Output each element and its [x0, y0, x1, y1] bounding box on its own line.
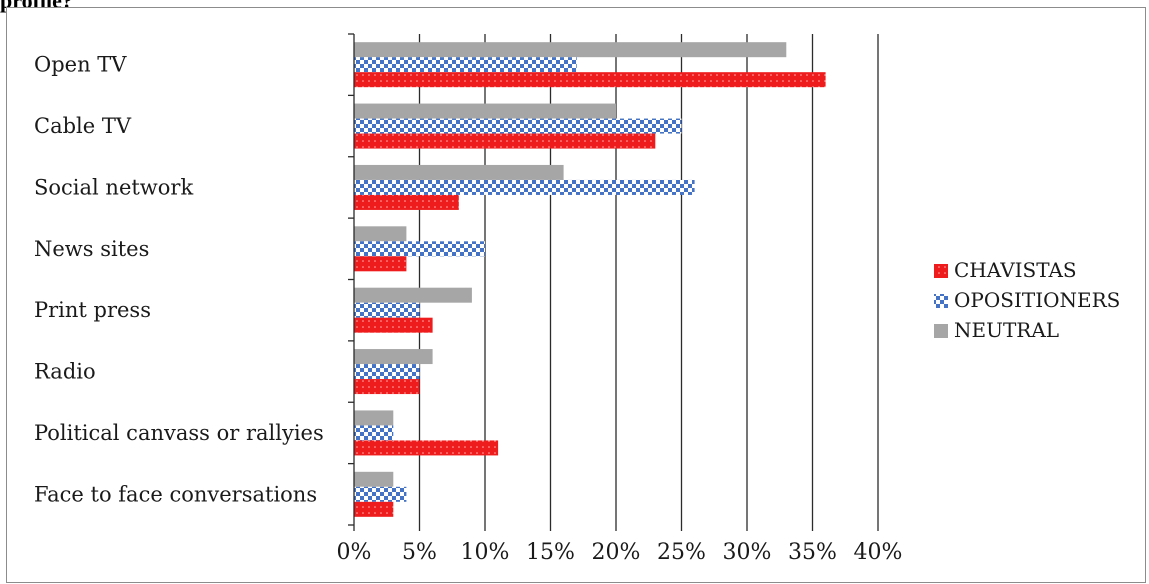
legend-swatch-chavistas	[934, 264, 948, 278]
bar-opositioners	[354, 118, 682, 134]
bar-neutral	[354, 42, 787, 58]
category-label: News sites	[34, 237, 149, 261]
bar-chavistas	[354, 317, 433, 333]
bar-chavistas	[354, 440, 499, 456]
bar-neutral	[354, 164, 564, 180]
bar-chavistas	[354, 379, 420, 395]
gridlines	[418, 34, 879, 531]
x-tick-label: 40%	[854, 540, 903, 565]
bar-neutral	[354, 410, 394, 426]
chart-frame	[6, 7, 1146, 583]
category-label: Radio	[34, 360, 96, 384]
x-tick-label: 20%	[592, 540, 641, 565]
category-label: Cable TV	[34, 114, 132, 138]
bar-neutral	[354, 226, 407, 242]
bar-neutral	[354, 349, 433, 365]
bar-opositioners	[354, 241, 485, 257]
bar-opositioners	[354, 57, 577, 73]
category-label: Face to face conversations	[34, 482, 317, 506]
x-tick-label: 5%	[402, 540, 437, 565]
category-label: Social network	[34, 175, 193, 199]
bar-neutral	[354, 287, 472, 303]
bar-chavistas	[354, 72, 826, 88]
x-tick-label: 10%	[461, 540, 510, 565]
bar-opositioners	[354, 486, 407, 502]
legend-swatch-neutral	[934, 324, 948, 338]
bar-chavistas	[354, 501, 394, 517]
bar-opositioners	[354, 179, 695, 195]
category-label: Print press	[34, 298, 151, 322]
bar-neutral	[354, 103, 616, 119]
tick-labels: 0% 5% 10% 15% 20% 25% 30% 35% 40%	[337, 540, 903, 565]
x-tick-label: 0%	[337, 540, 372, 565]
bar-neutral	[354, 471, 394, 487]
bar-opositioners	[354, 425, 394, 441]
category-labels: Open TV Cable TV Social network News sites P…	[34, 53, 324, 507]
category-label: Political canvass or rallyies	[34, 421, 324, 445]
legend-label: CHAVISTAS	[954, 258, 1077, 282]
x-tick-label: 15%	[526, 540, 575, 565]
legend-label: OPOSITIONERS	[954, 288, 1120, 312]
legend: CHAVISTAS OPOSITIONERS NEUTRAL	[934, 258, 1120, 342]
bar-chavistas	[354, 256, 407, 272]
bars	[354, 42, 826, 517]
axes	[348, 33, 355, 531]
x-tick-label: 30%	[723, 540, 772, 565]
bar-opositioners	[354, 302, 420, 318]
bar-chavistas	[354, 133, 656, 149]
bar-chavistas	[354, 194, 459, 210]
bar-opositioners	[354, 364, 420, 380]
category-label: Open TV	[34, 53, 127, 77]
legend-label: NEUTRAL	[954, 318, 1059, 342]
x-tick-label: 25%	[657, 540, 706, 565]
x-tick-label: 35%	[788, 540, 837, 565]
legend-swatch-opositioners	[934, 294, 948, 308]
